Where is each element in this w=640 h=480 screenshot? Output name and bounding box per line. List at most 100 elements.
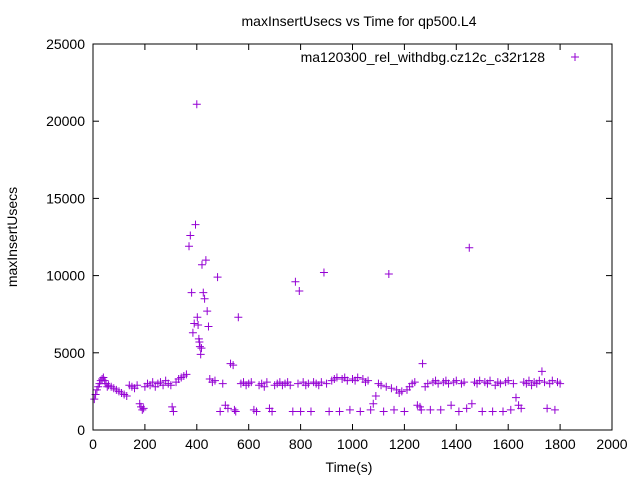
data-point xyxy=(319,268,328,277)
data-point xyxy=(335,407,344,416)
data-point xyxy=(384,270,393,279)
y-tick-label: 5000 xyxy=(54,345,85,361)
data-point xyxy=(148,378,157,387)
data-point xyxy=(185,242,194,251)
data-point xyxy=(197,260,206,269)
y-tick-label: 25000 xyxy=(46,36,85,52)
data-point xyxy=(187,288,196,297)
data-point xyxy=(199,288,208,297)
data-point xyxy=(213,273,222,282)
data-point xyxy=(345,405,354,414)
data-point xyxy=(252,407,261,416)
data-point xyxy=(353,373,362,382)
y-tick-label: 15000 xyxy=(46,190,85,206)
data-points xyxy=(90,100,565,416)
data-point xyxy=(234,313,243,322)
data-point xyxy=(204,322,213,331)
data-point xyxy=(517,404,526,413)
data-point xyxy=(325,407,334,416)
data-point xyxy=(247,378,256,387)
data-point xyxy=(537,367,546,376)
data-point xyxy=(216,407,225,416)
data-point xyxy=(229,361,238,370)
data-point xyxy=(194,321,203,330)
data-point xyxy=(138,405,147,414)
data-point xyxy=(434,379,443,388)
legend: ma120300_rel_withdbg.cz12c_c32r128 xyxy=(301,49,579,65)
y-axis-label: maxInsertUsecs xyxy=(4,187,20,287)
data-point xyxy=(133,381,142,390)
legend-label: ma120300_rel_withdbg.cz12c_c32r128 xyxy=(301,49,546,65)
x-tick-label: 1600 xyxy=(493,436,524,452)
data-point xyxy=(488,407,497,416)
data-point xyxy=(550,405,559,414)
data-point xyxy=(195,337,204,346)
data-point xyxy=(193,313,202,322)
data-point xyxy=(366,405,375,414)
data-point xyxy=(417,405,426,414)
y-tick-label: 20000 xyxy=(46,113,85,129)
data-point xyxy=(262,378,271,387)
data-point xyxy=(203,307,212,316)
data-point xyxy=(423,379,432,388)
data-point xyxy=(192,100,201,109)
data-point xyxy=(454,407,463,416)
x-tick-label: 200 xyxy=(133,436,157,452)
data-point xyxy=(478,407,487,416)
data-point xyxy=(369,399,378,408)
data-point xyxy=(499,407,508,416)
data-point xyxy=(506,405,515,414)
data-point xyxy=(436,405,445,414)
data-point xyxy=(496,379,505,388)
data-point xyxy=(418,359,427,368)
data-point xyxy=(296,407,305,416)
data-point xyxy=(535,376,544,385)
data-point xyxy=(306,407,315,416)
data-point xyxy=(295,287,304,296)
y-tick-label: 0 xyxy=(77,422,85,438)
data-point xyxy=(268,407,277,416)
data-point xyxy=(294,379,303,388)
data-point xyxy=(201,256,210,265)
x-tick-label: 0 xyxy=(89,436,97,452)
x-tick-label: 1400 xyxy=(441,436,472,452)
axis-ticks: 0 200 400 600 800 1000 1200 1400 1600 1800 2000050… xyxy=(46,36,628,452)
data-point xyxy=(322,379,331,388)
data-point xyxy=(223,404,232,413)
data-point xyxy=(400,407,409,416)
data-point xyxy=(410,378,419,387)
plot-frame xyxy=(92,43,613,431)
data-point xyxy=(195,342,204,351)
data-point xyxy=(288,407,297,416)
data-point xyxy=(364,376,373,385)
x-tick-label: 1200 xyxy=(389,436,420,452)
data-point xyxy=(343,376,352,385)
data-point xyxy=(90,395,99,404)
data-point xyxy=(332,373,341,382)
data-point xyxy=(218,379,227,388)
data-point xyxy=(543,404,552,413)
data-point xyxy=(356,407,365,416)
data-point xyxy=(377,381,386,390)
x-axis-label: Time(s) xyxy=(326,459,373,475)
data-point xyxy=(168,402,177,411)
data-point xyxy=(397,387,406,396)
data-point xyxy=(169,407,178,416)
data-point xyxy=(511,393,520,402)
data-point xyxy=(196,350,205,359)
chart-title: maxInsertUsecs vs Time for qp500.L4 xyxy=(242,13,477,29)
data-point xyxy=(390,405,399,414)
data-point xyxy=(382,382,391,391)
data-point xyxy=(260,382,269,391)
data-point xyxy=(504,376,513,385)
data-point xyxy=(166,381,175,390)
data-point xyxy=(197,344,206,353)
data-point xyxy=(286,381,295,390)
data-point xyxy=(465,243,474,252)
data-point xyxy=(462,404,471,413)
legend-marker xyxy=(571,53,579,61)
y-tick-label: 10000 xyxy=(46,268,85,284)
data-point xyxy=(540,378,549,387)
